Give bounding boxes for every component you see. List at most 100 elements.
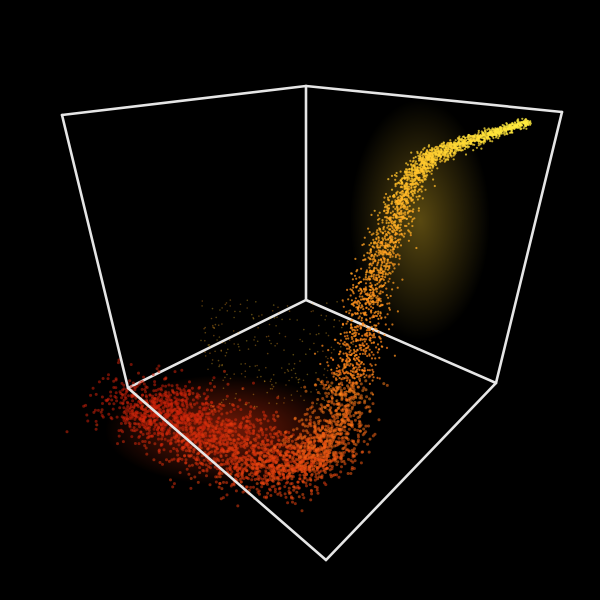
cloud-point xyxy=(424,188,427,191)
cloud-point xyxy=(336,420,340,424)
cloud-point xyxy=(200,439,203,443)
cloud-point xyxy=(177,398,181,402)
cloud-point xyxy=(380,340,383,343)
cloud-point xyxy=(180,439,184,443)
cloud-point xyxy=(396,190,399,193)
cloud-point xyxy=(508,125,511,128)
cloud-point xyxy=(387,199,391,202)
cloud-point xyxy=(301,493,305,496)
cloud-point xyxy=(214,480,218,484)
cloud-point xyxy=(177,443,181,447)
cloud-point xyxy=(356,392,360,396)
cloud-point xyxy=(122,406,126,410)
cloud-point xyxy=(337,475,341,479)
cloud-point xyxy=(386,217,389,220)
cloud-point xyxy=(503,133,506,136)
cloud-point xyxy=(253,460,257,464)
cloud-point xyxy=(128,417,132,421)
cloud-point xyxy=(317,419,321,423)
cloud-point xyxy=(156,428,159,432)
cloud-point xyxy=(397,216,400,219)
cloud-point xyxy=(349,294,352,297)
cloud-point xyxy=(387,178,390,181)
cloud-point xyxy=(353,326,356,329)
cloud-point xyxy=(278,453,282,457)
cloud-point xyxy=(146,414,150,417)
cloud-point xyxy=(115,399,119,403)
cloud-point xyxy=(231,433,235,437)
cloud-point xyxy=(276,482,280,486)
cloud-point xyxy=(505,127,508,130)
cloud-point xyxy=(449,139,452,142)
cloud-point xyxy=(142,375,146,379)
cloud-point xyxy=(410,182,413,185)
cloud-point xyxy=(394,255,397,259)
cloud-point xyxy=(479,143,482,146)
cloud-point xyxy=(360,396,364,400)
cloud-point xyxy=(340,460,344,464)
cloud-point xyxy=(339,339,342,342)
cloud-point xyxy=(181,421,185,425)
cloud-point xyxy=(264,448,268,451)
cloud-point xyxy=(477,131,480,134)
cloud-point xyxy=(172,431,176,435)
cloud-point xyxy=(164,384,168,388)
cloud-point xyxy=(428,151,431,154)
cloud-point xyxy=(182,419,186,423)
cloud-point xyxy=(154,389,158,392)
cloud-point xyxy=(115,415,119,419)
cloud-point xyxy=(303,441,306,445)
cloud-point xyxy=(343,365,346,368)
cloud-point xyxy=(218,437,222,441)
cloud-point xyxy=(394,231,397,234)
cloud-point xyxy=(430,172,433,175)
cloud-point xyxy=(336,341,339,344)
cloud-point xyxy=(245,431,249,435)
cloud-point xyxy=(393,229,397,232)
cloud-point xyxy=(150,396,154,400)
cloud-point xyxy=(282,458,286,462)
cloud-point xyxy=(340,457,344,461)
cloud-point xyxy=(348,331,352,334)
cloud-point xyxy=(410,151,413,154)
cloud-point xyxy=(423,172,426,175)
cloud-point xyxy=(101,402,104,405)
cloud-point xyxy=(351,460,355,464)
cloud-point xyxy=(400,229,403,232)
cloud-point xyxy=(145,398,149,402)
cloud-point xyxy=(351,376,354,379)
cloud-point xyxy=(175,409,179,413)
cloud-point xyxy=(386,313,389,316)
cloud-point xyxy=(329,388,333,392)
cloud-point xyxy=(292,485,296,489)
cloud-point xyxy=(356,433,360,437)
cloud-point xyxy=(287,464,291,468)
cloud-point xyxy=(360,374,363,377)
cloud-point xyxy=(414,162,417,165)
cloud-point xyxy=(157,437,160,441)
cloud-point xyxy=(443,148,446,151)
cloud-point xyxy=(392,281,395,284)
cloud-point xyxy=(219,462,223,466)
cloud-point xyxy=(406,163,409,166)
cloud-point xyxy=(325,394,329,398)
cloud-point xyxy=(394,241,397,244)
cloud-point xyxy=(112,402,116,406)
cloud-point xyxy=(352,467,356,470)
cloud-point xyxy=(463,147,466,151)
cloud-point xyxy=(350,336,353,339)
cloud-point xyxy=(275,431,279,435)
cloud-point xyxy=(376,303,379,306)
cloud-point xyxy=(351,450,355,454)
cloud-point xyxy=(385,251,388,254)
cloud-point xyxy=(395,200,398,203)
cloud-point xyxy=(251,432,255,435)
cloud-point xyxy=(147,441,151,444)
cloud-point xyxy=(399,206,402,209)
cloud-point xyxy=(403,174,406,177)
cloud-point xyxy=(521,117,524,120)
cloud-point xyxy=(397,241,401,244)
cloud-point xyxy=(336,416,340,420)
